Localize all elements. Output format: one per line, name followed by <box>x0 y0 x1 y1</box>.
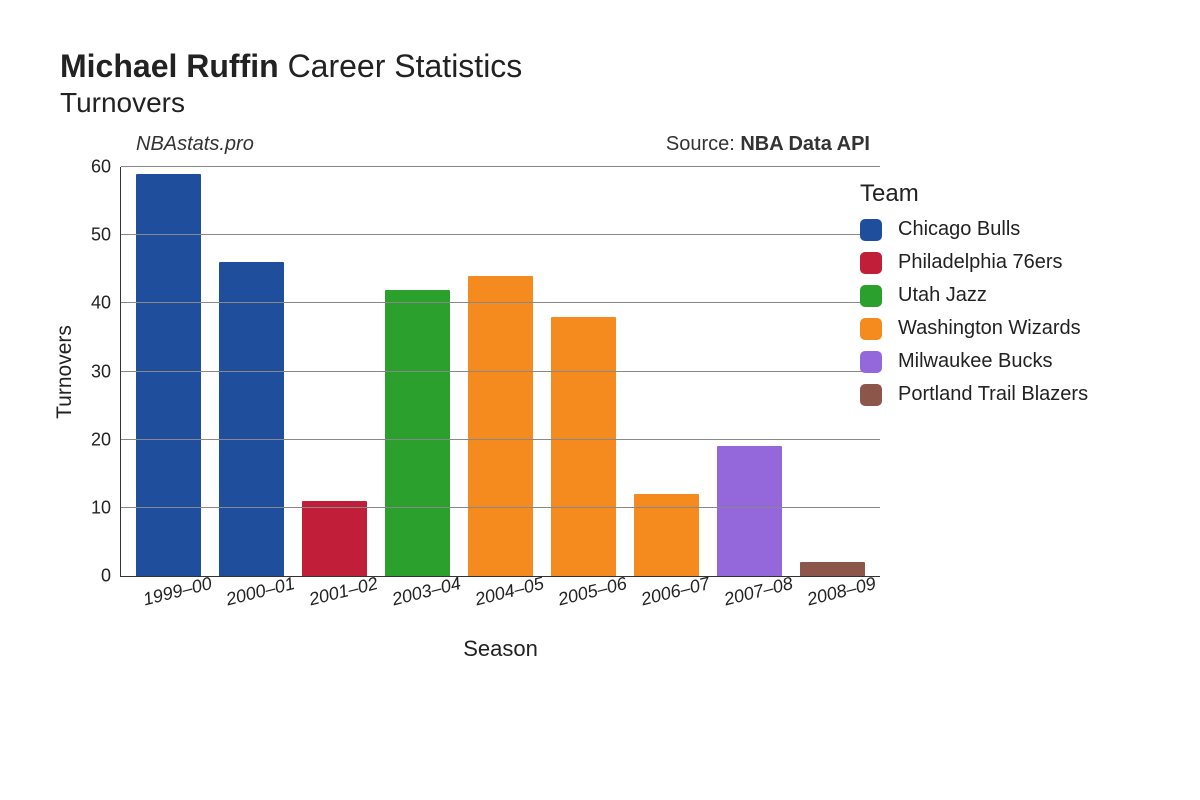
x-tick-label: 2003–04 <box>389 573 462 610</box>
legend-label: Milwaukee Bucks <box>898 350 1053 373</box>
legend-label: Chicago Bulls <box>898 218 1020 241</box>
bar <box>219 262 284 576</box>
x-axis-label: Season <box>463 636 538 662</box>
bar <box>551 317 616 576</box>
chart-subtitle: Turnovers <box>60 87 1140 119</box>
gridline <box>121 439 880 440</box>
bar-slot: 2007–08 <box>708 167 791 576</box>
bar-slot: 2001–02 <box>293 167 376 576</box>
legend-label: Philadelphia 76ers <box>898 251 1063 274</box>
bar-slot: 2000–01 <box>210 167 293 576</box>
y-tick-label: 50 <box>91 225 121 246</box>
bar <box>717 446 782 576</box>
y-tick-label: 20 <box>91 429 121 450</box>
legend-swatch <box>860 285 882 307</box>
x-tick-label: 2004–05 <box>472 573 545 610</box>
legend-item: Milwaukee Bucks <box>860 350 1088 373</box>
attribution-left: NBAstats.pro <box>136 133 254 156</box>
legend-swatch <box>860 219 882 241</box>
legend-item: Philadelphia 76ers <box>860 251 1088 274</box>
player-name: Michael Ruffin <box>60 48 279 84</box>
bar <box>385 290 450 576</box>
x-tick-label: 1999–00 <box>140 573 213 610</box>
gridline <box>121 371 880 372</box>
legend: Team Chicago Bulls Philadelphia 76ers Utah… <box>860 180 1088 416</box>
bar-slot: 2006–07 <box>625 167 708 576</box>
x-tick-label: 2007–08 <box>721 573 794 610</box>
title-line-1: Michael Ruffin Career Statistics <box>60 48 1140 85</box>
legend-swatch <box>860 318 882 340</box>
source-prefix: Source: <box>666 133 740 155</box>
legend-item: Portland Trail Blazers <box>860 383 1088 406</box>
gridline <box>121 302 880 303</box>
attribution-right: Source: NBA Data API <box>666 133 870 156</box>
legend-swatch <box>860 252 882 274</box>
legend-label: Utah Jazz <box>898 284 987 307</box>
y-tick-label: 10 <box>91 497 121 518</box>
chart-container: Michael Ruffin Career Statistics Turnove… <box>0 0 1200 800</box>
x-tick-label: 2005–06 <box>555 573 628 610</box>
x-tick-label: 2008–09 <box>804 573 877 610</box>
legend-swatch <box>860 384 882 406</box>
x-tick-label: 2006–07 <box>638 573 711 610</box>
bar-slot: 2003–04 <box>376 167 459 576</box>
title-suffix: Career Statistics <box>288 48 523 84</box>
title-block: Michael Ruffin Career Statistics Turnove… <box>60 48 1140 119</box>
gridline <box>121 234 880 235</box>
chart-area: NBAstats.pro Source: NBA Data API Turnov… <box>120 137 880 607</box>
y-tick-label: 40 <box>91 293 121 314</box>
x-tick-label: 2000–01 <box>223 573 296 610</box>
bars-group: 1999–002000–012001–022003–042004–052005–… <box>121 167 880 576</box>
legend-label: Portland Trail Blazers <box>898 383 1088 406</box>
plot-region: Turnovers 1999–002000–012001–022003–0420… <box>120 167 880 577</box>
gridline <box>121 166 880 167</box>
bar-slot: 2004–05 <box>459 167 542 576</box>
legend-item: Washington Wizards <box>860 317 1088 340</box>
y-axis-label: Turnovers <box>53 325 77 419</box>
bar <box>800 562 865 576</box>
bar <box>468 276 533 576</box>
y-tick-label: 0 <box>101 566 121 587</box>
source-name: NBA Data API <box>740 133 870 155</box>
legend-title: Team <box>860 180 1088 208</box>
bar-slot: 2005–06 <box>542 167 625 576</box>
bar <box>302 501 367 576</box>
legend-item: Utah Jazz <box>860 284 1088 307</box>
y-tick-label: 60 <box>91 157 121 178</box>
legend-label: Washington Wizards <box>898 317 1081 340</box>
x-tick-label: 2001–02 <box>306 573 379 610</box>
gridline <box>121 507 880 508</box>
legend-swatch <box>860 351 882 373</box>
y-tick-label: 30 <box>91 361 121 382</box>
legend-item: Chicago Bulls <box>860 218 1088 241</box>
bar-slot: 1999–00 <box>127 167 210 576</box>
